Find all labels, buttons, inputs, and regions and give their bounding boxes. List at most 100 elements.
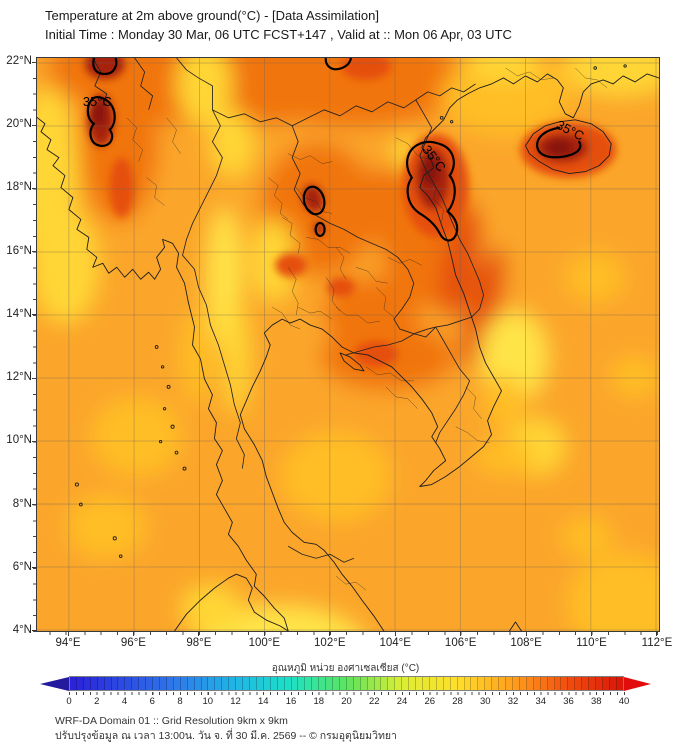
- y-tick-label: 20°N: [6, 118, 32, 131]
- colorbar-segment: [575, 677, 583, 690]
- colorbar-segment: [139, 677, 147, 690]
- colorbar-tick-label: 38: [590, 696, 602, 707]
- x-tick-label: 98°E: [186, 637, 212, 649]
- graticule: [37, 58, 659, 631]
- coast-hainan: [524, 119, 612, 175]
- colorbar-segment: [236, 677, 244, 690]
- colorbar-tick-label: 36: [563, 696, 574, 707]
- colorbar-segment: [381, 677, 389, 690]
- colorbar-segment: [319, 677, 327, 690]
- colorbar-segment: [436, 677, 444, 690]
- coast-myanmar-peninsula: [37, 116, 289, 631]
- colorbar-tick-label: 34: [535, 696, 547, 707]
- colorbar-segment: [153, 677, 160, 690]
- colorbar-underflow-arrow: [40, 676, 69, 691]
- colorbar-segment: [111, 677, 119, 690]
- colorbar-segment: [284, 677, 292, 690]
- temperature-contours: [86, 58, 582, 242]
- colorbar-segment: [76, 677, 84, 690]
- colorbar-segment: [146, 677, 154, 690]
- colorbar-tick-label: 6: [149, 696, 155, 707]
- colorbar-tick-label: 18: [313, 696, 325, 707]
- colorbar-title: อุณหภูมิ หน่วย องศาเซลเซียส (°C): [271, 663, 420, 674]
- colorbar-segment: [478, 677, 486, 690]
- colorbar-minor-ticks: [69, 692, 625, 695]
- colorbar-segment: [457, 677, 465, 690]
- y-tick-label: 16°N: [6, 244, 32, 257]
- x-axis-minor-ticks: [36, 632, 660, 635]
- colorbar-segment: [402, 677, 410, 690]
- colorbar-segment: [464, 677, 472, 690]
- footer-update-info: ปรับปรุงข้อมูล ณ เวลา 13:00น. วัน จ. ที่…: [55, 730, 397, 742]
- colorbar-segment: [277, 677, 285, 690]
- colorbar-tick-label: 22: [368, 696, 380, 707]
- colorbar-segment: [519, 677, 527, 690]
- colorbar-segment: [159, 677, 167, 690]
- colorbar-segment: [270, 677, 278, 690]
- colorbar: [40, 676, 651, 691]
- colorbar-segment: [173, 677, 181, 690]
- colorbar-segment: [533, 677, 541, 690]
- colorbar-tick-label: 40: [618, 696, 630, 707]
- contour-label: 35°C: [83, 94, 112, 109]
- colorbar-segment: [346, 677, 354, 690]
- colorbar-segment: [353, 677, 361, 690]
- colorbar-segment: [215, 677, 223, 690]
- province-borders: [126, 67, 608, 591]
- coast-indochina: [239, 73, 659, 631]
- colorbar-segment: [298, 677, 306, 690]
- colorbar-segment: [208, 677, 216, 690]
- x-tick-label: 104°E: [379, 637, 411, 649]
- colorbar-segment: [97, 677, 105, 690]
- colorbar-segment: [118, 677, 126, 690]
- colorbar-segment: [166, 677, 174, 690]
- colorbar-tick-label: 20: [341, 696, 352, 707]
- x-tick-label: 96°E: [120, 637, 146, 649]
- y-tick-label: 22°N: [6, 55, 32, 67]
- colorbar-segment: [429, 677, 437, 690]
- colorbar-segment: [263, 677, 271, 690]
- x-tick-label: 108°E: [510, 637, 542, 649]
- colorbar-segment: [256, 677, 264, 690]
- colorbar-segment: [339, 677, 347, 690]
- colorbar-segment: [561, 677, 569, 690]
- colorbar-tick-label: 28: [452, 696, 463, 707]
- colorbar-segment: [471, 677, 479, 690]
- colorbar-segment: [333, 677, 340, 690]
- colorbar-tick-label: 10: [202, 696, 214, 707]
- colorbar-segment: [367, 677, 375, 690]
- figure-subtitle: Initial Time : Monday 30 Mar, 06 UTC FCS…: [45, 27, 512, 42]
- colorbar-segment: [222, 677, 230, 690]
- colorbar-segment: [70, 677, 77, 690]
- colorbar-segment: [568, 677, 576, 690]
- colorbar-segment: [416, 677, 424, 690]
- colorbar-segment: [243, 677, 250, 690]
- y-tick-label: 18°N: [6, 181, 32, 194]
- colorbar-segment: [187, 677, 195, 690]
- colorbar-segment: [374, 677, 382, 690]
- colorbar-tick-label: 2: [94, 696, 100, 707]
- colorbar-tick-label: 16: [285, 696, 297, 707]
- x-tick-label: 100°E: [248, 637, 281, 649]
- colorbar-segment: [609, 677, 617, 690]
- colorbar-segment: [450, 677, 458, 690]
- colorbar-segment: [596, 677, 603, 690]
- colorbar-segment: [582, 677, 590, 690]
- colorbar-tick-label: 24: [396, 696, 408, 707]
- colorbar-tick-label: 0: [66, 696, 72, 707]
- colorbar-segment: [201, 677, 209, 690]
- colorbar-segment: [312, 677, 320, 690]
- colorbar-segment: [547, 677, 555, 690]
- colorbar-segment: [326, 677, 334, 690]
- colorbar-segment: [90, 677, 98, 690]
- colorbar-tick-label: 4: [121, 696, 128, 707]
- colorbar-tick-label: 30: [479, 696, 491, 707]
- x-tick-label: 112°E: [641, 637, 673, 649]
- x-tick-label: 106°E: [444, 637, 477, 649]
- coast-borneo-tip: [509, 621, 522, 631]
- colorbar-segment: [83, 677, 91, 690]
- colorbar-overflow-arrow: [624, 676, 651, 691]
- colorbar-tick-label: 12: [230, 696, 241, 707]
- y-axis-minor-ticks: [33, 57, 36, 632]
- colorbar-segment: [589, 677, 597, 690]
